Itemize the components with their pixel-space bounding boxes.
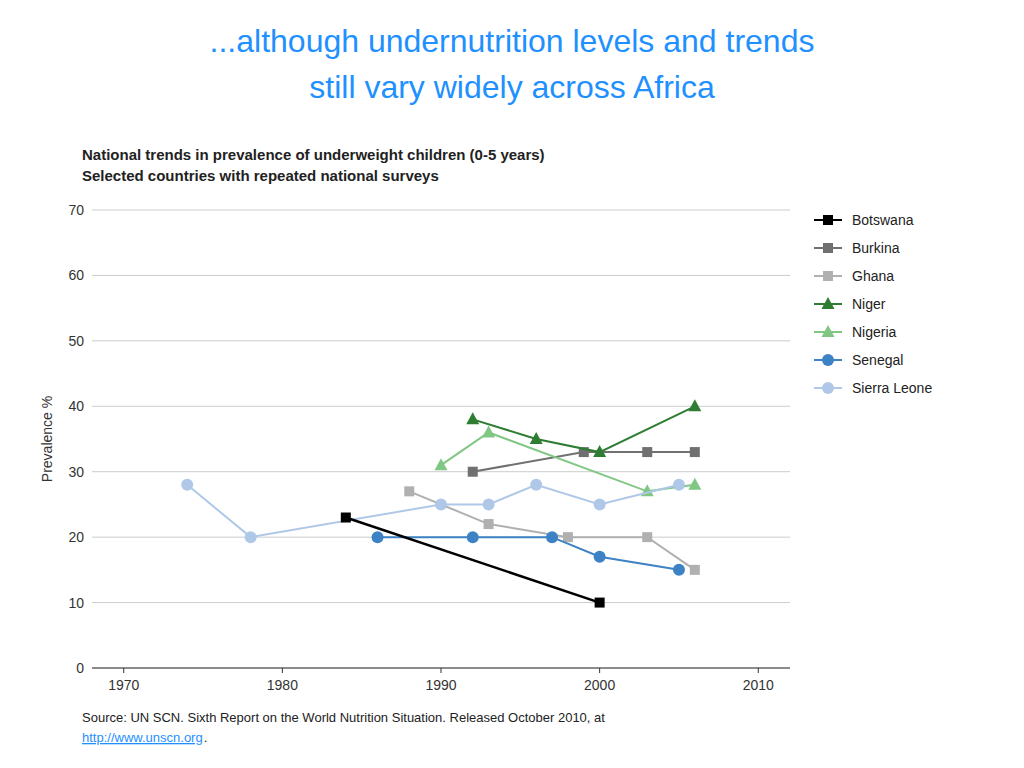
y-tick-label: 60 bbox=[68, 267, 84, 283]
point bbox=[530, 432, 543, 444]
y-tick-label: 70 bbox=[68, 202, 84, 218]
subtitle: Selected countries with repeated nationa… bbox=[82, 167, 439, 184]
legend-label: Senegal bbox=[852, 352, 903, 368]
legend: Botswana Burkina Ghana Niger Nigeria Senegal S… bbox=[814, 212, 932, 396]
y-tick-label: 10 bbox=[68, 595, 84, 611]
source-url: http://www.unscn.org bbox=[82, 730, 203, 745]
subtitle: National trends in prevalence of underwe… bbox=[82, 146, 545, 163]
x-tick-label: 1980 bbox=[267, 677, 298, 693]
point bbox=[673, 479, 685, 491]
line bbox=[346, 518, 600, 603]
point bbox=[690, 565, 700, 575]
point bbox=[484, 519, 494, 529]
axes: 0 10 20 30 40 50 60 70 1970 1980 1990 2000 2010 Preva… bbox=[39, 202, 790, 693]
point bbox=[468, 467, 478, 477]
grid-line bbox=[92, 602, 790, 603]
x-tick-label: 2010 bbox=[743, 677, 774, 693]
series bbox=[466, 399, 701, 457]
grid-line bbox=[92, 210, 790, 211]
line bbox=[473, 406, 695, 452]
line bbox=[441, 432, 695, 491]
point bbox=[245, 531, 257, 543]
grid-line bbox=[92, 406, 790, 407]
y-axis-label: Prevalence % bbox=[39, 396, 55, 482]
point bbox=[546, 531, 558, 543]
grid-line bbox=[92, 668, 790, 669]
x-tick bbox=[282, 668, 283, 673]
plot-area bbox=[181, 399, 701, 607]
point bbox=[467, 531, 479, 543]
legend-marker bbox=[822, 297, 835, 309]
point bbox=[594, 498, 606, 510]
legend-marker bbox=[822, 325, 835, 337]
x-tick bbox=[123, 668, 124, 673]
legend-label: Nigeria bbox=[852, 324, 897, 340]
y-tick-label: 30 bbox=[68, 464, 84, 480]
title: still vary widely across Africa bbox=[309, 69, 715, 105]
legend-marker bbox=[823, 271, 833, 281]
y-tick-label: 0 bbox=[76, 660, 84, 676]
legend-marker bbox=[823, 215, 833, 225]
legend-label: Ghana bbox=[852, 268, 894, 284]
point bbox=[483, 498, 495, 510]
x-axis-line bbox=[92, 668, 790, 669]
title: ...although undernutrition levels and tr… bbox=[210, 23, 815, 59]
legend-label: Niger bbox=[852, 296, 886, 312]
chart: ...although undernutrition levels and tr… bbox=[0, 0, 1024, 768]
series bbox=[468, 447, 700, 477]
series bbox=[181, 479, 685, 543]
x-tick-label: 2000 bbox=[584, 677, 615, 693]
point bbox=[593, 445, 606, 457]
y-tick-label: 40 bbox=[68, 398, 84, 414]
point bbox=[673, 564, 685, 576]
point bbox=[404, 486, 414, 496]
legend-marker bbox=[822, 354, 834, 366]
legend-marker bbox=[822, 382, 834, 394]
point bbox=[688, 478, 701, 490]
x-tick-label: 1970 bbox=[108, 677, 139, 693]
grid-line bbox=[92, 340, 790, 341]
x-tick-label: 1990 bbox=[425, 677, 456, 693]
series bbox=[435, 425, 702, 496]
point bbox=[563, 532, 573, 542]
legend-label: Botswana bbox=[852, 212, 914, 228]
point bbox=[435, 498, 447, 510]
x-tick bbox=[758, 668, 759, 673]
x-tick bbox=[441, 668, 442, 673]
source: Source: UN SCN. Sixth Report on the Worl… bbox=[82, 710, 605, 725]
point bbox=[181, 479, 193, 491]
point bbox=[642, 447, 652, 457]
point bbox=[642, 532, 652, 542]
point bbox=[530, 479, 542, 491]
source-period: . bbox=[204, 730, 208, 745]
point bbox=[688, 399, 701, 411]
point bbox=[690, 447, 700, 457]
y-tick-label: 50 bbox=[68, 333, 84, 349]
grid-line bbox=[92, 275, 790, 276]
grid-line bbox=[92, 471, 790, 472]
line bbox=[187, 485, 679, 537]
series bbox=[404, 486, 700, 575]
series bbox=[372, 531, 685, 576]
line bbox=[409, 491, 695, 570]
legend-label: Burkina bbox=[852, 240, 900, 256]
series bbox=[341, 513, 605, 608]
x-tick bbox=[599, 668, 600, 673]
y-tick-label: 20 bbox=[68, 529, 84, 545]
point bbox=[372, 531, 384, 543]
point bbox=[594, 551, 606, 563]
point bbox=[435, 458, 448, 470]
legend-label: Sierra Leone bbox=[852, 380, 932, 396]
point bbox=[466, 412, 479, 424]
legend-marker bbox=[823, 243, 833, 253]
point bbox=[341, 513, 351, 523]
point bbox=[595, 598, 605, 608]
point bbox=[482, 425, 495, 437]
